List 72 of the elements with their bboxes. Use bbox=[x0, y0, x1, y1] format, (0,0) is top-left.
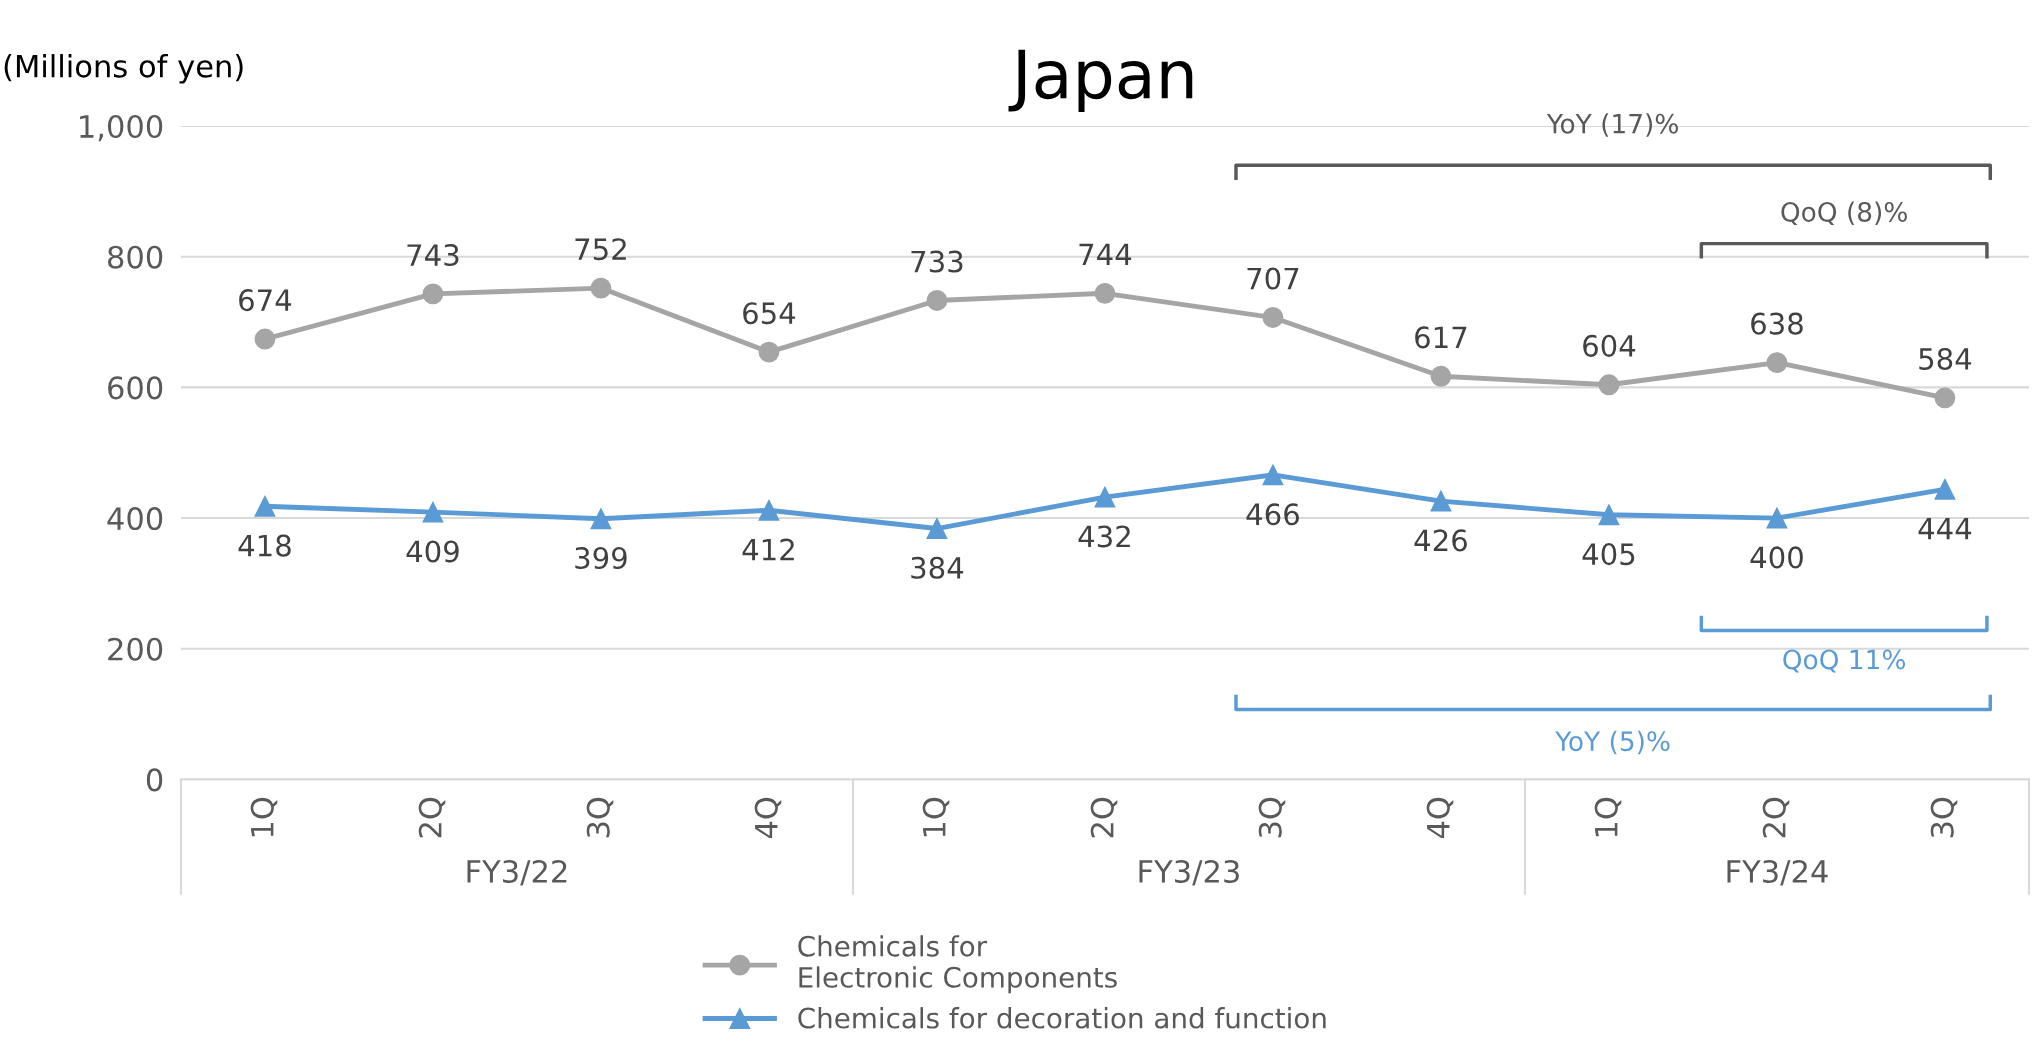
x-tick-label: 3Q bbox=[1930, 797, 1958, 838]
data-label: 399 bbox=[575, 547, 627, 570]
data-label: 674 bbox=[239, 289, 292, 312]
data-label: 617 bbox=[1415, 326, 1467, 349]
data-label: 654 bbox=[743, 302, 796, 325]
point bbox=[1262, 307, 1284, 328]
point bbox=[1430, 365, 1452, 387]
annotation: YoY (17)% bbox=[1546, 113, 1678, 137]
data-label: 752 bbox=[575, 238, 626, 261]
data-label: 405 bbox=[1582, 543, 1635, 566]
y-tick-label: 0 bbox=[146, 768, 163, 792]
data-label: 432 bbox=[1078, 525, 1130, 548]
point bbox=[1262, 464, 1284, 486]
y-tick-label: 400 bbox=[107, 506, 163, 531]
point bbox=[926, 290, 948, 311]
x-tick-label: 1Q bbox=[922, 797, 950, 837]
point bbox=[590, 277, 612, 299]
y-axis-title: (Millions of yen) bbox=[4, 54, 243, 84]
y-tick-label: 1,000 bbox=[80, 114, 163, 142]
legend-label: Chemicals for decoration and function bbox=[798, 1007, 1326, 1029]
annotation: YoY (5)% bbox=[1555, 730, 1670, 755]
point bbox=[590, 508, 612, 530]
point bbox=[1934, 387, 1956, 409]
data-label: 604 bbox=[1583, 334, 1636, 357]
point bbox=[1598, 374, 1620, 396]
point bbox=[1094, 486, 1116, 508]
chart-title: Japan bbox=[1008, 49, 1193, 113]
data-label: 409 bbox=[406, 540, 459, 563]
data-label: 412 bbox=[742, 538, 794, 561]
x-tick-label: 2Q bbox=[418, 797, 446, 838]
point bbox=[1430, 490, 1452, 512]
data-label: 444 bbox=[1918, 517, 1972, 540]
data-label: 743 bbox=[407, 244, 459, 267]
x-tick-label: 1Q bbox=[1594, 797, 1622, 837]
legend-label: Chemicals for Electronic Components bbox=[798, 935, 1117, 994]
data-label: 426 bbox=[1414, 529, 1467, 552]
y-tick-label: 600 bbox=[108, 376, 163, 400]
annotation: QoQ 11% bbox=[1783, 649, 1906, 673]
text: FY3/24 bbox=[1727, 859, 1828, 886]
x-tick-label: 3Q bbox=[1258, 797, 1286, 838]
point bbox=[254, 328, 276, 350]
data-label: 418 bbox=[238, 534, 291, 557]
x-tick-label: 2Q bbox=[1090, 797, 1118, 838]
x-tick-label: 4Q bbox=[1426, 797, 1454, 839]
data-label: 400 bbox=[1750, 546, 1803, 569]
point bbox=[254, 495, 276, 517]
x-tick-label: 1Q bbox=[250, 797, 278, 837]
point bbox=[758, 499, 780, 521]
point bbox=[422, 501, 444, 523]
data-label: 638 bbox=[1751, 312, 1803, 335]
point bbox=[926, 518, 948, 539]
data-label: 384 bbox=[911, 556, 964, 579]
text: FY3/23 bbox=[1139, 859, 1239, 886]
data-label: 733 bbox=[911, 250, 963, 273]
point bbox=[1598, 504, 1620, 526]
data-label: 466 bbox=[1246, 503, 1299, 526]
point bbox=[1766, 507, 1788, 529]
x-tick-label: 3Q bbox=[586, 797, 614, 838]
data-label: 707 bbox=[1247, 267, 1299, 290]
annotation: QoQ (8)% bbox=[1781, 201, 1907, 225]
point bbox=[422, 283, 444, 305]
point bbox=[1766, 352, 1788, 373]
y-tick-label: 200 bbox=[108, 637, 163, 661]
data-label: 744 bbox=[1079, 243, 1132, 265]
data-label: 584 bbox=[1919, 347, 1972, 370]
text: FY3/22 bbox=[467, 859, 567, 886]
point bbox=[1934, 478, 1956, 500]
y-tick-label: 800 bbox=[108, 245, 163, 269]
point bbox=[1094, 282, 1116, 304]
x-tick-label: 2Q bbox=[1762, 797, 1790, 838]
x-tick-label: 4Q bbox=[754, 797, 782, 839]
point bbox=[758, 341, 780, 363]
